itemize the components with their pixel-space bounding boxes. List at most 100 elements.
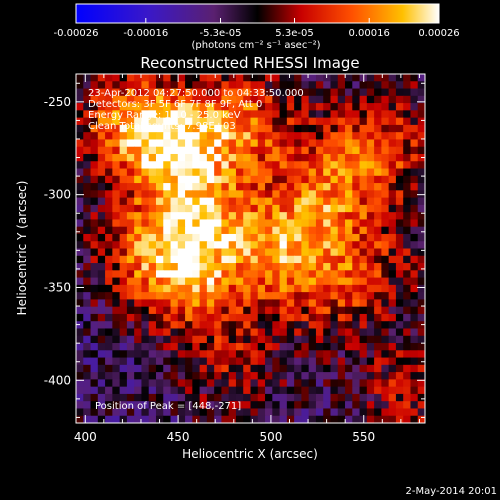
heatmap-cell — [366, 343, 375, 351]
heatmap-cell — [359, 357, 368, 366]
heatmap-cell — [148, 350, 157, 359]
heatmap-cell — [243, 255, 251, 264]
heatmap-cell — [410, 270, 419, 279]
heatmap-cell — [250, 306, 259, 315]
heatmap-cell — [228, 161, 237, 170]
heatmap-cell — [177, 204, 186, 213]
heatmap-cell — [337, 132, 346, 140]
heatmap-cell — [97, 357, 106, 366]
heatmap-cell — [395, 255, 404, 264]
heatmap-cell — [294, 313, 302, 322]
heatmap-cell — [112, 372, 121, 380]
heatmap-cell — [410, 335, 419, 344]
heatmap-cell — [76, 284, 84, 293]
heatmap-cell — [206, 197, 215, 206]
heatmap-cell — [279, 88, 288, 97]
heatmap-cell — [192, 168, 201, 177]
heatmap-cell — [286, 277, 295, 286]
heatmap-cell — [308, 88, 317, 97]
heatmap-cell — [374, 168, 382, 177]
heatmap-cell — [257, 408, 266, 417]
heatmap-cell — [301, 248, 310, 257]
annotation-line: Detectors: 3F 5F 6F 7F 8F 9F, Att 0 — [88, 99, 262, 110]
heatmap-cell — [381, 357, 390, 366]
heatmap-cell — [221, 219, 230, 228]
heatmap-cell — [359, 204, 368, 213]
heatmap-cell — [112, 321, 121, 329]
heatmap-cell — [228, 124, 237, 133]
heatmap-cell — [228, 132, 237, 140]
heatmap-cell — [141, 117, 150, 126]
heatmap-cell — [417, 270, 425, 279]
heatmap-cell — [337, 255, 346, 264]
heatmap-cell — [250, 343, 259, 351]
heatmap-cell — [286, 335, 295, 344]
heatmap-cell — [374, 343, 382, 351]
heatmap-cell — [272, 74, 281, 82]
heatmap-cell — [214, 313, 222, 322]
heatmap-cell — [206, 103, 215, 111]
heatmap-cell — [177, 343, 186, 351]
heatmap-cell — [410, 241, 419, 249]
heatmap-cell — [76, 270, 84, 279]
heatmap-cell — [388, 335, 397, 344]
heatmap-cell — [97, 335, 106, 344]
heatmap-cell — [366, 379, 375, 388]
heatmap-cell — [214, 335, 222, 344]
heatmap-cell — [126, 161, 135, 170]
heatmap-cell — [294, 277, 302, 286]
heatmap-cell — [83, 132, 92, 140]
heatmap-cell — [148, 197, 157, 206]
heatmap-cell — [403, 226, 411, 235]
heatmap-cell — [403, 372, 411, 380]
heatmap-cell — [315, 306, 324, 315]
heatmap-cell — [257, 379, 266, 388]
heatmap-cell — [170, 110, 179, 119]
heatmap-cell — [199, 415, 208, 423]
heatmap-cell — [410, 204, 419, 213]
heatmap-cell — [250, 168, 259, 177]
heatmap-cell — [374, 248, 382, 257]
heatmap-cell — [381, 95, 390, 104]
heatmap-cell — [381, 168, 390, 177]
heatmap-cell — [345, 117, 353, 126]
heatmap-cell — [272, 321, 281, 329]
heatmap-cell — [323, 226, 331, 235]
heatmap-cell — [345, 74, 353, 82]
heatmap-cell — [381, 401, 390, 409]
heatmap-cell — [148, 175, 157, 184]
heatmap-cell — [337, 95, 346, 104]
heatmap-cell — [126, 270, 135, 279]
heatmap-cell — [112, 212, 121, 220]
heatmap-cell — [417, 277, 425, 286]
heatmap-cell — [257, 241, 266, 249]
heatmap-cell — [257, 219, 266, 228]
heatmap-cell — [141, 153, 150, 162]
heatmap-cell — [112, 197, 121, 206]
heatmap-cell — [76, 88, 84, 97]
heatmap-cell — [206, 393, 215, 402]
heatmap-cell — [403, 343, 411, 351]
heatmap-cell — [395, 415, 404, 423]
heatmap-cell — [381, 88, 390, 97]
heatmap-cell — [177, 226, 186, 235]
heatmap-cell — [374, 299, 382, 308]
heatmap-cell — [250, 393, 259, 402]
heatmap-cell — [410, 197, 419, 206]
heatmap-cell — [308, 248, 317, 257]
heatmap-cell — [279, 408, 288, 417]
heatmap-cell — [97, 292, 106, 300]
heatmap-cell — [352, 95, 361, 104]
heatmap-cell — [90, 299, 99, 308]
heatmap-cell — [126, 204, 135, 213]
heatmap-cell — [352, 379, 361, 388]
heatmap-cell — [410, 146, 419, 155]
heatmap-cell — [265, 95, 273, 104]
heatmap-cell — [177, 183, 186, 191]
heatmap-cell — [134, 168, 142, 177]
heatmap-cell — [352, 132, 361, 140]
heatmap-cell — [126, 321, 135, 329]
heatmap-cell — [228, 364, 237, 373]
heatmap-cell — [337, 306, 346, 315]
